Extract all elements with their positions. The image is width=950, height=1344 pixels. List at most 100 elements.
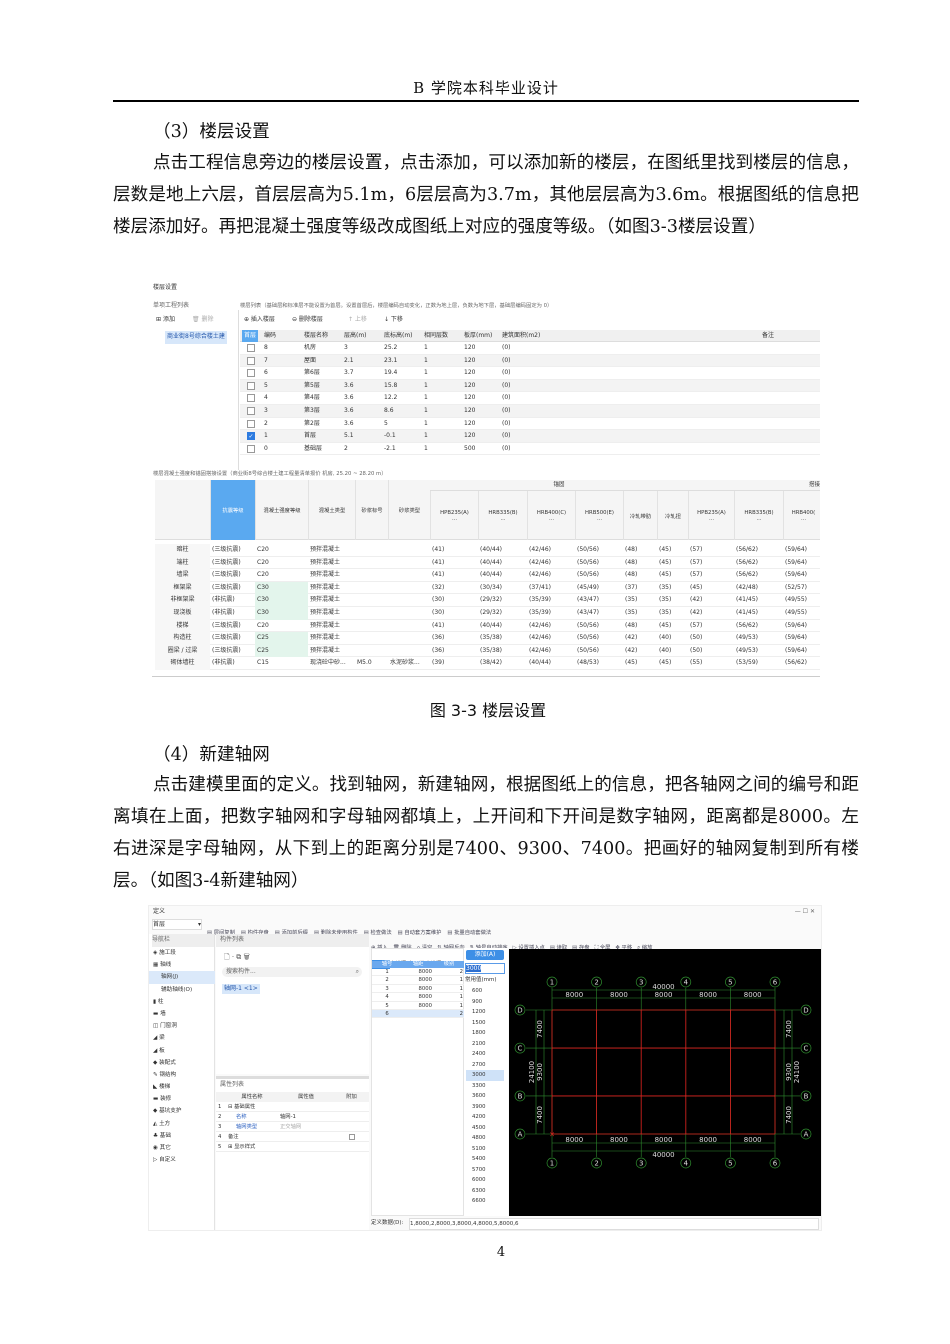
property-row[interactable]: 5 ⊞ 显示样式 [216, 1142, 369, 1152]
concrete-cell[interactable]: (50) [690, 646, 703, 654]
concrete-cell[interactable]: (59/64) [785, 634, 807, 642]
concrete-cell[interactable]: (59/64) [785, 558, 807, 566]
first-floor-checkbox[interactable] [247, 369, 255, 378]
concrete-cell[interactable]: (41) [432, 546, 445, 553]
concrete-cell[interactable]: (三级抗震) [212, 571, 241, 579]
floor-cell[interactable]: 120 [464, 356, 476, 364]
concrete-cell[interactable]: (35) [659, 596, 672, 604]
floor-row[interactable]: ✓ 1 首层 5.1 -0.1 1 120 (0) [240, 430, 820, 443]
concrete-cell[interactable]: 预拌混凝土 [310, 571, 341, 579]
concrete-cell[interactable]: (42) [690, 596, 703, 604]
concrete-cell[interactable]: (35) [659, 583, 672, 591]
common-value-item[interactable]: 6300 [472, 1187, 486, 1194]
concrete-cell[interactable]: C30 [255, 581, 308, 595]
floor-cell[interactable]: 12.2 [384, 394, 398, 402]
concrete-cell[interactable]: 预拌混凝土 [310, 646, 341, 654]
axis-level[interactable]: 1 [459, 994, 463, 1001]
concrete-cell[interactable]: (56/62) [736, 571, 758, 579]
concrete-cell[interactable]: (40/44) [480, 546, 502, 553]
concrete-cell[interactable]: (53/59) [736, 659, 758, 667]
axis-number[interactable]: 5 [385, 1002, 389, 1009]
nav-item-5[interactable]: ▮ 柱 [153, 998, 164, 1005]
floor-cell[interactable]: 5 [384, 419, 388, 427]
concrete-cell[interactable]: C25 [255, 644, 308, 658]
floor-cell[interactable]: 1 [424, 444, 428, 452]
floor-cell[interactable]: 7 [264, 356, 268, 364]
concrete-cell[interactable]: (50/56) [577, 546, 599, 553]
floor-cell[interactable]: 500 [464, 444, 476, 452]
floor-cell[interactable]: 1 [264, 432, 268, 440]
concrete-cell[interactable]: (50/56) [577, 621, 599, 629]
concrete-cell[interactable]: (41/45) [736, 596, 758, 604]
window-controls[interactable]: — ☐ ✕ [794, 908, 815, 915]
concrete-cell[interactable]: (50) [690, 634, 703, 642]
floor-cell[interactable]: 8 [264, 344, 268, 351]
concrete-row[interactable]: 楼梯 (三级抗震) C20 预拌混凝土 (41) (40/44) (42/46) (50/56… [155, 619, 820, 633]
property-row[interactable]: 1 ⊟ 基础属性 [216, 1102, 369, 1112]
first-floor-checkbox[interactable] [247, 407, 255, 415]
axis-level[interactable]: 2 [459, 969, 463, 975]
nav-item-2[interactable]: ▦ 轴线 [153, 962, 172, 969]
common-value-item[interactable]: 4500 [472, 1124, 486, 1131]
common-value-item[interactable]: 5700 [472, 1166, 486, 1173]
floor-cell[interactable]: 1 [424, 344, 428, 351]
grid-toolbar-button[interactable]: ▷ 设置插入点 [512, 945, 545, 951]
concrete-cell[interactable]: (三级抗震) [212, 558, 241, 566]
concrete-row[interactable]: 现浇板 (非抗震) C30 预拌混凝土 (30) (29/32) (35/39) (43/47… [155, 607, 820, 620]
definition-toolbar-button[interactable]: ▤ 构件存盘 [240, 930, 269, 936]
nav-item-13[interactable]: ▬ 装修 [153, 1096, 172, 1103]
concrete-cell[interactable]: (45) [659, 558, 672, 566]
concrete-cell[interactable]: (40/44) [480, 571, 502, 579]
concrete-cell[interactable]: (59/64) [785, 621, 807, 629]
common-value-item[interactable]: 1800 [472, 1030, 486, 1036]
concrete-row[interactable]: 端柱 (三级抗震) C20 预拌混凝土 (41) (40/44) (42/46) (50/56… [155, 556, 820, 570]
first-floor-checkbox[interactable] [247, 356, 255, 365]
floor-cell[interactable]: 第4层 [304, 394, 320, 402]
common-value-item[interactable]: 6000 [472, 1177, 486, 1183]
common-value-item[interactable]: 5100 [472, 1145, 486, 1152]
floor-cell[interactable]: 120 [464, 419, 476, 427]
floor-cell[interactable]: 1 [424, 419, 428, 427]
floor-cell[interactable]: 2 [264, 419, 268, 427]
concrete-cell[interactable]: (三级抗震) [212, 583, 241, 591]
concrete-cell[interactable]: (35/39) [529, 596, 551, 604]
concrete-cell[interactable]: (49/53) [736, 634, 758, 642]
floor-row[interactable]: 2 第2层 3.6 5 1 120 (0) [240, 417, 820, 431]
nav-item-4[interactable]: 辅助轴线(O) [161, 986, 193, 993]
axis-row[interactable]: 2 8000 1 [372, 976, 464, 985]
concrete-cell[interactable]: (39) [432, 659, 445, 667]
floor-cell[interactable]: 机房 [304, 344, 317, 351]
floor-cell[interactable]: 2.1 [344, 356, 354, 364]
concrete-cell[interactable]: (42) [625, 646, 638, 654]
concrete-row[interactable]: 暗柱 (三级抗震) C20 预拌混凝土 (41) (40/44) (42/46) (50/56… [155, 544, 820, 557]
floor-cell[interactable]: 首层 [304, 432, 317, 440]
floor-cell[interactable]: 屋面 [304, 356, 317, 364]
concrete-cell[interactable]: (非抗震) [212, 659, 235, 667]
concrete-cell[interactable]: (48/53) [577, 659, 599, 667]
floor-cell[interactable]: 第2层 [304, 419, 320, 427]
nav-item-1[interactable]: ◈ 施工段 [153, 950, 176, 956]
floor-toolbar-button[interactable]: ↑ 上移 [348, 316, 367, 323]
axis-level[interactable]: 2 [459, 1011, 463, 1017]
concrete-cell[interactable]: (30/34) [480, 583, 502, 591]
property-row[interactable]: 4 备注 [216, 1132, 369, 1142]
concrete-cell[interactable]: C20 [257, 558, 269, 566]
concrete-cell[interactable]: (42/46) [529, 646, 551, 654]
definition-toolbar-button[interactable]: ▤ 批量自动套做法 [447, 930, 492, 936]
floor-cell[interactable]: 5 [264, 381, 268, 389]
concrete-cell[interactable]: (56/62) [736, 546, 758, 553]
axis-row[interactable]: 3 8000 1 [372, 985, 464, 994]
concrete-cell[interactable]: (非抗震) [212, 609, 235, 616]
floor-cell[interactable]: 15.8 [384, 381, 398, 389]
grid-toolbar-button[interactable]: ▤ 读取 [549, 945, 568, 951]
concrete-cell[interactable]: (50/56) [577, 558, 599, 566]
floor-cell[interactable]: 3 [264, 407, 268, 414]
floor-cell[interactable]: 120 [464, 432, 476, 440]
concrete-cell[interactable]: (35) [625, 609, 638, 616]
concrete-cell[interactable]: 预拌混凝土 [310, 634, 341, 642]
floor-cell[interactable]: 120 [464, 407, 476, 414]
nav-item-16[interactable]: ♣ 基础 [153, 1132, 171, 1139]
floor-cell[interactable]: -2.1 [384, 444, 396, 452]
axis-grid-canvas[interactable]: 1 1 2 2 3 3 4 4 5 5 6 6 A A B B C C D D 8000 8000 8000 8000 8000… [509, 949, 821, 1216]
floor-cell[interactable]: 0 [264, 444, 268, 452]
